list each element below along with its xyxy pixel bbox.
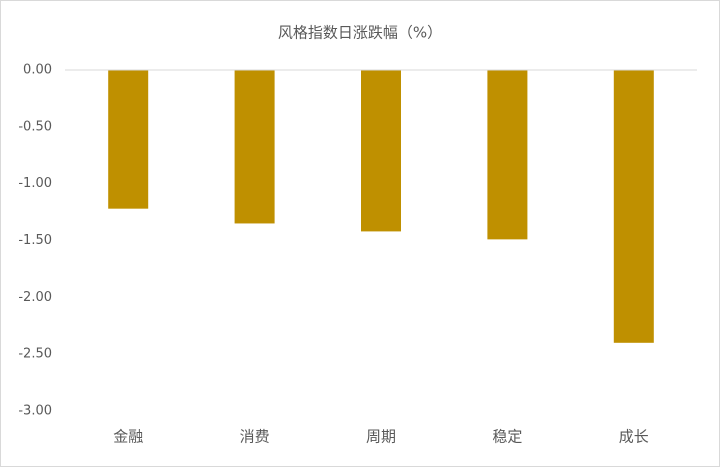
x-tick-label: 周期: [366, 428, 396, 446]
chart-title: 风格指数日涨跌幅（%）: [278, 24, 442, 42]
x-tick-label: 消费: [240, 428, 270, 446]
y-tick-label: -1.50: [18, 233, 52, 248]
y-tick-label: 0.00: [23, 63, 52, 78]
x-tick-label: 金融: [113, 428, 143, 446]
y-tick-label: -1.00: [18, 176, 52, 191]
bar: [487, 70, 528, 240]
bar: [234, 70, 275, 224]
y-tick-label: -2.50: [18, 347, 52, 362]
y-tick-label: -0.50: [18, 119, 52, 134]
x-tick-label: 成长: [619, 428, 649, 446]
y-tick-label: -2.00: [18, 290, 52, 305]
x-tick-label: 稳定: [492, 428, 522, 446]
bar: [613, 70, 654, 343]
y-tick-label: -3.00: [18, 404, 52, 419]
bar: [108, 70, 149, 209]
bar: [361, 70, 401, 232]
